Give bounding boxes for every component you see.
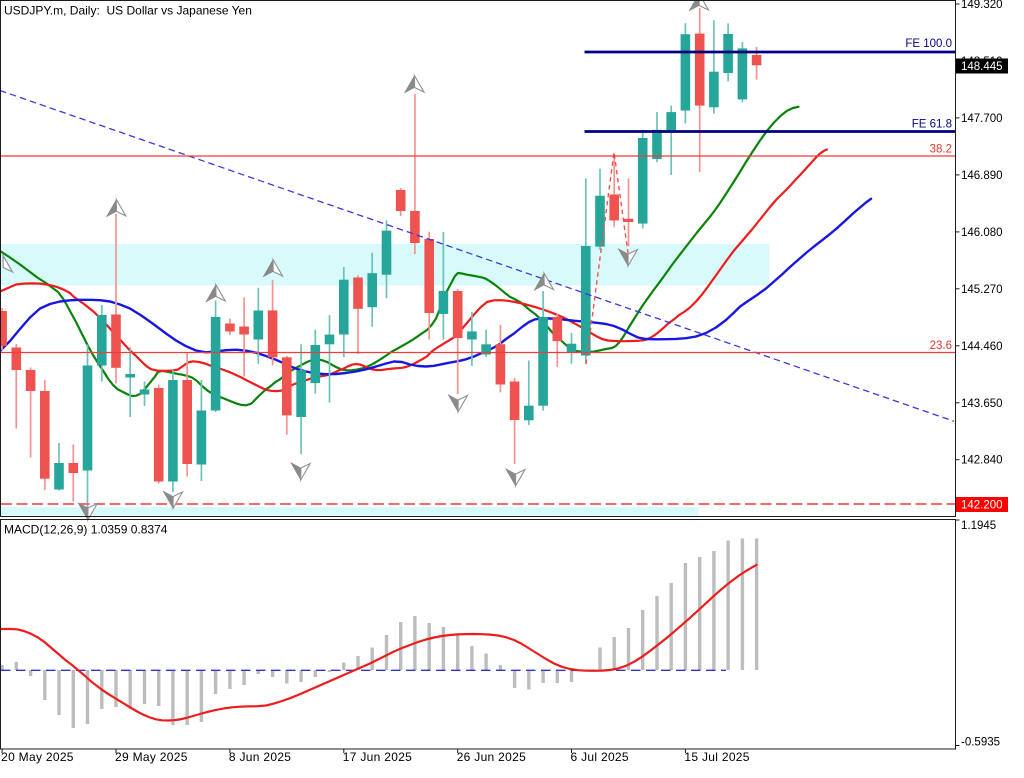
svg-text:6 Jul 2025: 6 Jul 2025	[571, 750, 629, 764]
svg-text:145.270: 145.270	[961, 284, 1003, 296]
svg-text:15 Jul 2025: 15 Jul 2025	[684, 750, 749, 764]
svg-text:147.700: 147.700	[961, 113, 1003, 125]
svg-text:143.650: 143.650	[961, 398, 1003, 410]
svg-text:23.6: 23.6	[930, 340, 952, 352]
svg-text:1.1945: 1.1945	[961, 520, 996, 532]
svg-text:142.200: 142.200	[961, 500, 1003, 512]
svg-text:17 Jun 2025: 17 Jun 2025	[343, 750, 412, 764]
svg-text:149.320: 149.320	[961, 0, 1003, 11]
svg-text:142.840: 142.840	[961, 455, 1003, 467]
svg-text:MACD(12,26,9) 1.0359 0.8374: MACD(12,26,9) 1.0359 0.8374	[4, 523, 168, 537]
svg-text:20 May 2025: 20 May 2025	[1, 750, 74, 764]
svg-text:146.080: 146.080	[961, 227, 1003, 239]
svg-text:146.890: 146.890	[961, 170, 1003, 182]
svg-text:8 Jun 2025: 8 Jun 2025	[229, 750, 291, 764]
svg-text:29 May 2025: 29 May 2025	[115, 750, 188, 764]
svg-text:FE 100.0: FE 100.0	[905, 38, 952, 50]
svg-text:FE 61.8: FE 61.8	[912, 119, 952, 131]
svg-text:USDJPY.m, Daily: US Dollar vs: USDJPY.m, Daily: US Dollar vs Japanese Y…	[4, 4, 252, 18]
svg-text:-0.5935: -0.5935	[961, 737, 1000, 749]
svg-text:144.460: 144.460	[961, 341, 1003, 353]
svg-text:148.445: 148.445	[961, 61, 1003, 73]
svg-text:38.2: 38.2	[930, 144, 952, 156]
svg-text:26 Jun 2025: 26 Jun 2025	[457, 750, 526, 764]
